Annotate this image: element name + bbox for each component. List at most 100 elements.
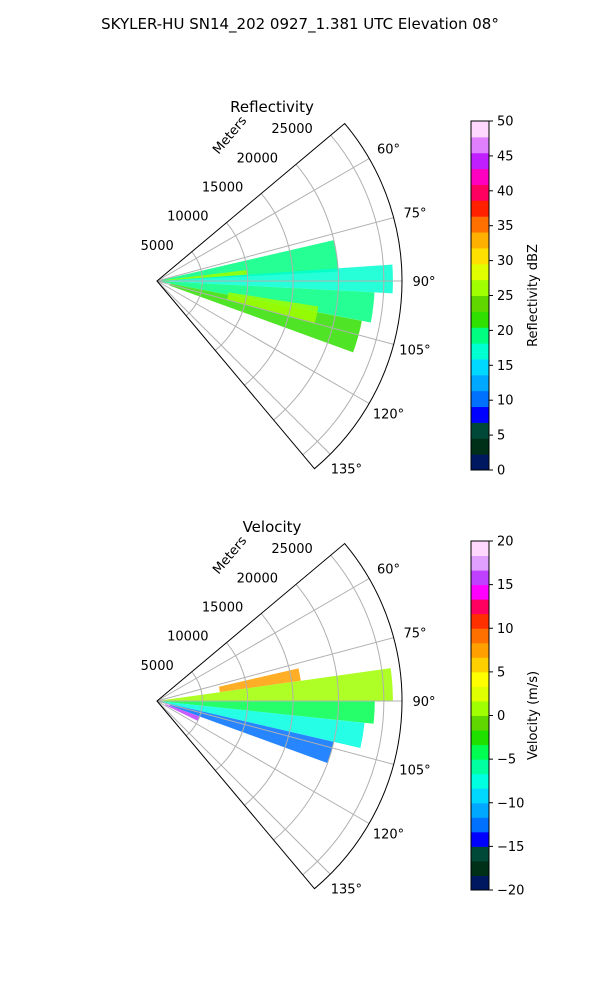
velocity-echo-band-5 <box>165 704 200 721</box>
velocity-colorbar-tick-4: 0 <box>497 709 505 724</box>
reflectivity-colorbar-label: Reflectivity dBZ <box>526 244 541 347</box>
reflectivity-r-tick-3: 20000 <box>237 151 278 166</box>
velocity-theta-tick-2: 90° <box>412 695 435 710</box>
reflectivity-colorbar-swatch-4 <box>471 390 489 408</box>
velocity-colorbar-tick-0: −20 <box>497 884 524 899</box>
velocity-colorbar-swatch-10 <box>471 730 489 746</box>
velocity-echoes <box>161 668 393 764</box>
velocity-theta-tick-0: 60° <box>377 563 400 578</box>
velocity-grid-arc-2 <box>244 613 294 806</box>
velocity-colorbar-swatch-20 <box>471 584 489 600</box>
reflectivity-grid-arc-4 <box>302 134 385 456</box>
reflectivity-r-tick-2: 15000 <box>202 181 243 196</box>
reflectivity-grid-spoke-4 <box>156 280 370 404</box>
reflectivity-colorbar-tick-9: 45 <box>497 149 514 164</box>
velocity-r-tick-0: 5000 <box>141 659 174 674</box>
velocity-colorbar-tick-5: 5 <box>497 665 505 680</box>
velocity-r-tick-2: 15000 <box>202 601 243 616</box>
velocity-colorbar-swatch-0 <box>471 875 489 891</box>
velocity-colorbar-swatch-4 <box>471 817 489 833</box>
velocity-colorbar-swatch-17 <box>471 628 489 644</box>
velocity-colorbar-swatch-11 <box>471 715 489 731</box>
reflectivity-theta-tick-3: 105° <box>399 344 430 359</box>
reflectivity-colorbar-swatch-3 <box>471 406 489 423</box>
velocity-colorbar-swatch-15 <box>471 657 489 673</box>
reflectivity-theta-tick-5: 135° <box>331 462 362 477</box>
velocity-colorbar-swatch-13 <box>471 686 489 702</box>
velocity-r-tick-4: 25000 <box>271 542 312 557</box>
velocity-colorbar-swatch-12 <box>471 700 489 716</box>
reflectivity-colorbar-swatch-5 <box>471 374 489 392</box>
reflectivity-grid-spoke-1 <box>156 217 394 282</box>
reflectivity-colorbar-swatch-2 <box>471 422 489 439</box>
velocity-colorbar-swatch-22 <box>471 555 489 571</box>
reflectivity-echo-band-1 <box>161 264 393 294</box>
velocity-grid-spoke-4 <box>156 700 370 824</box>
reflectivity-colorbar-tick-7: 35 <box>497 219 514 234</box>
velocity-colorbar-tick-8: 20 <box>497 535 514 550</box>
velocity-theta-tick-4: 120° <box>373 828 404 843</box>
reflectivity-colorbar-swatch-20 <box>471 136 489 154</box>
velocity-colorbar-tick-1: −15 <box>497 840 524 855</box>
velocity-colorbar-swatch-3 <box>471 831 489 847</box>
reflectivity-echo-band-0 <box>161 240 339 281</box>
velocity-colorbar-swatch-5 <box>471 802 489 818</box>
reflectivity-colorbar-tick-4: 20 <box>497 324 514 339</box>
reflectivity-colorbar-swatch-11 <box>471 279 489 296</box>
velocity-colorbar-swatch-9 <box>471 744 489 760</box>
velocity-echo-band-3 <box>161 701 365 748</box>
reflectivity-echo-band-5 <box>227 292 319 324</box>
reflectivity-r-tick-1: 10000 <box>167 210 208 225</box>
velocity-colorbar-tick-7: 15 <box>497 578 514 593</box>
reflectivity-colorbar-swatch-16 <box>471 200 489 217</box>
velocity-grid-arc-3 <box>273 584 339 841</box>
reflectivity-echo-band-4 <box>166 269 248 281</box>
velocity-theta-tick-5: 135° <box>331 882 362 897</box>
velocity-r-tick-1: 10000 <box>167 630 208 645</box>
reflectivity-grid-arc-1 <box>215 222 249 351</box>
reflectivity-grid-spoke-3 <box>156 280 394 345</box>
figure-title: SKYLER-HU SN14_202 0927_1.381 UTC Elevat… <box>101 15 499 33</box>
reflectivity-colorbar-tick-2: 10 <box>497 394 514 409</box>
velocity-colorbar-swatch-18 <box>471 613 489 629</box>
velocity-grid-spoke-5 <box>156 700 331 875</box>
velocity-frame <box>156 542 403 890</box>
reflectivity-grid <box>156 134 402 456</box>
velocity-r-tick-3: 20000 <box>237 571 278 586</box>
reflectivity-theta-tick-2: 90° <box>412 275 435 290</box>
velocity-echo-band-4 <box>169 704 334 764</box>
reflectivity-title: Reflectivity <box>230 98 314 116</box>
velocity-colorbar-label: Velocity (m/s) <box>526 671 541 760</box>
velocity-colorbar-tick-3: −5 <box>497 753 516 768</box>
reflectivity-colorbar-swatch-15 <box>471 216 489 233</box>
reflectivity-colorbar-tick-5: 25 <box>497 289 514 304</box>
reflectivity-colorbar-swatch-1 <box>471 438 489 455</box>
velocity-echo-band-2 <box>161 701 375 724</box>
velocity-colorbar-swatch-23 <box>471 541 489 557</box>
reflectivity-colorbar-swatch-0 <box>471 454 489 471</box>
reflectivity-r-tick-0: 5000 <box>141 239 174 254</box>
velocity-colorbar-swatch-14 <box>471 671 489 687</box>
reflectivity-colorbar-swatch-21 <box>471 121 489 138</box>
reflectivity-colorbar-swatch-8 <box>471 327 489 344</box>
velocity-colorbar-swatch-1 <box>471 860 489 876</box>
reflectivity-echo-band-3 <box>169 283 362 353</box>
velocity-colorbar-swatch-16 <box>471 642 489 658</box>
reflectivity-panel: Reflectivity500010000150002000025000Mete… <box>141 98 541 479</box>
reflectivity-colorbar-swatch-18 <box>471 168 489 185</box>
reflectivity-theta-tick-4: 120° <box>373 408 404 423</box>
reflectivity-grid-spoke-0 <box>156 158 370 282</box>
reflectivity-theta-tick-1: 75° <box>403 206 426 221</box>
velocity-grid-arc-1 <box>215 642 249 771</box>
reflectivity-colorbar-tick-10: 50 <box>497 115 514 130</box>
reflectivity-grid-spoke-5 <box>156 280 331 455</box>
velocity-echo-band-1 <box>161 668 393 701</box>
reflectivity-colorbar-tick-0: 0 <box>497 464 505 479</box>
velocity-grid-spoke-3 <box>156 700 394 765</box>
velocity-theta-tick-1: 75° <box>403 626 426 641</box>
velocity-grid-arc-4 <box>302 554 385 876</box>
reflectivity-colorbar-swatch-13 <box>471 247 489 265</box>
reflectivity-colorbar-swatch-7 <box>471 343 489 360</box>
